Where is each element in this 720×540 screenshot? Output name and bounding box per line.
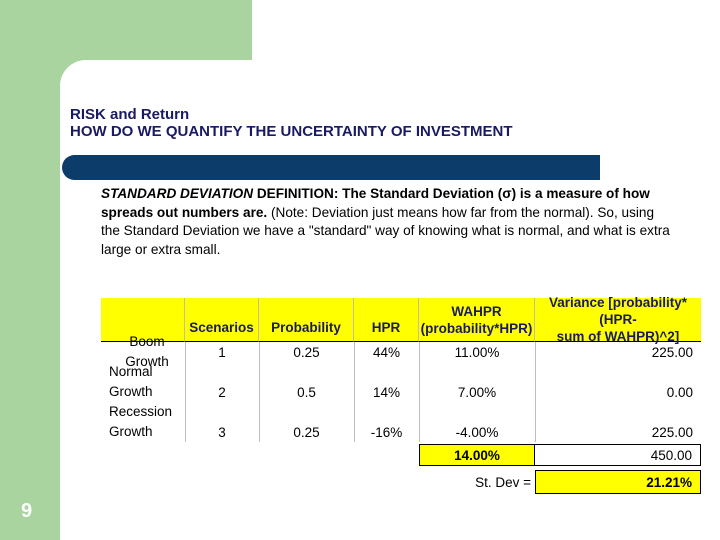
cell-hpr: -16% [370,424,403,440]
cell-wahpr: -4.00% [455,424,499,440]
header-wahpr-line-1: WAHPR [451,303,502,319]
cell-wahpr: 11.00% [454,344,500,360]
row-label-recession-line-2: Growth [109,424,153,439]
cell-variance: 0.00 [666,384,693,400]
cell-hpr: 44% [372,344,401,360]
row-label-normal-line-2: Growth [109,384,153,399]
grid-line [535,342,536,442]
cell-hpr: 14% [372,384,401,400]
row-label-normal-line-1: Normal [109,364,153,379]
definition-paragraph: STANDARD DEVIATION DEFINITION: The Stand… [101,185,671,259]
row-label-recession: Recession Growth [101,402,185,442]
cell-probability: 0.5 [297,384,316,400]
title-divider-bar [62,155,600,180]
st-dev-label: St. Dev = [475,474,531,490]
header-wahpr: WAHPR (probability*HPR) [419,298,535,342]
grid-line [185,342,186,442]
cell-probability: 0.25 [293,424,320,440]
definition-term: STANDARD DEVIATION [101,186,254,201]
grid-line [354,342,355,442]
grid-line [259,342,260,442]
slide-title: RISK and Return HOW DO WE QUANTIFY THE U… [70,106,513,140]
cell-variance: 225.00 [651,424,693,440]
header-variance-line-2: sum of WAHPR)^2] [556,329,680,344]
definition-label: DEFINITION: [253,186,339,201]
title-line-2: HOW DO WE QUANTIFY THE UNCERTAINTY OF IN… [70,123,513,140]
cell-scenario: 1 [218,344,226,360]
cell-probability: 0.25 [293,344,320,360]
header-wahpr-line-2: (probability*HPR) [420,320,533,336]
header-probability: Probability [259,298,354,342]
header-variance: Variance [probability*(HPR- sum of WAHPR… [535,295,701,344]
cell-scenario: 2 [218,384,226,400]
definition-note: (Note: Deviation just means how far from… [101,204,670,257]
header-blank [101,298,185,342]
header-scenarios: Scenarios [185,298,259,342]
row-label-normal: Normal Growth [101,362,185,402]
cell-variance: 225.00 [651,344,693,360]
cell-wahpr: 7.00% [457,384,497,400]
cell-scenario: 3 [218,424,226,440]
row-label-recession-line-1: Recession [109,404,173,419]
standard-deviation-table: Scenarios Probability HPR WAHPR (probabi… [101,295,701,496]
slide-number: 9 [21,500,33,522]
definition-bold-text: The Standard Deviation (σ) is a measure … [101,186,650,220]
header-hpr: HPR [354,298,419,342]
header-variance-line-1: Variance [probability*(HPR- [548,295,688,327]
grid-line [419,342,420,442]
st-dev-value: 21.21% [535,470,701,494]
row-label-boom: Boom Growth [125,334,169,369]
sum-wahpr: 14.00% [419,444,535,466]
title-line-1: RISK and Return [70,106,190,123]
sum-variance: 450.00 [535,444,701,466]
